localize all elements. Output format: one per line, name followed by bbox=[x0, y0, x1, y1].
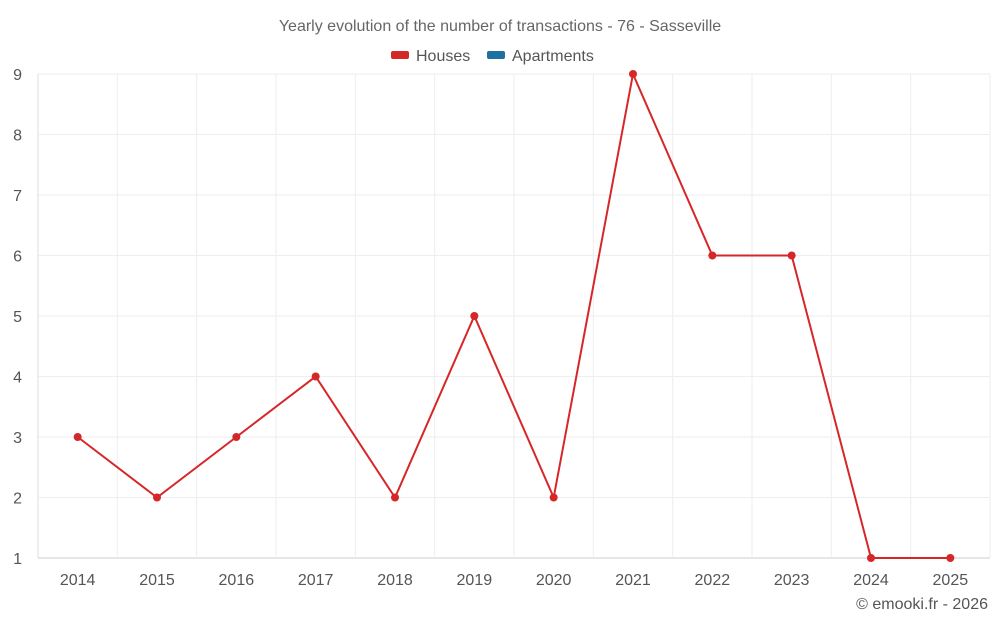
y-tick-label: 8 bbox=[13, 128, 22, 145]
data-point-houses-2020[interactable] bbox=[549, 493, 558, 502]
y-tick-label: 5 bbox=[13, 309, 22, 326]
x-tick-label: 2021 bbox=[615, 572, 651, 589]
x-tick-label: 2023 bbox=[774, 572, 810, 589]
y-tick-label: 4 bbox=[13, 370, 22, 387]
legend-swatch-apartments bbox=[487, 51, 505, 59]
y-tick-label: 9 bbox=[13, 67, 22, 84]
legend-item-apartments[interactable]: Apartments bbox=[487, 48, 594, 65]
x-tick-label: 2019 bbox=[457, 572, 493, 589]
chart-title: Yearly evolution of the number of transa… bbox=[279, 18, 721, 35]
data-point-houses-2024[interactable] bbox=[867, 554, 875, 562]
legend-swatch-houses bbox=[391, 51, 409, 59]
y-tick-label: 7 bbox=[13, 188, 22, 205]
data-point-houses-2022[interactable] bbox=[708, 251, 717, 260]
y-tick-label: 2 bbox=[13, 491, 22, 508]
legend-item-houses[interactable]: Houses bbox=[391, 48, 470, 65]
grid bbox=[37, 73, 991, 559]
data-point-houses-2025[interactable] bbox=[946, 554, 955, 562]
x-tick-label: 2020 bbox=[536, 572, 572, 589]
data-point-houses-2017[interactable] bbox=[311, 372, 320, 381]
x-tick-label: 2016 bbox=[219, 572, 255, 589]
data-point-houses-2016[interactable] bbox=[232, 433, 241, 441]
series-houses bbox=[73, 70, 955, 562]
data-point-houses-2019[interactable] bbox=[470, 312, 479, 320]
data-point-houses-2023[interactable] bbox=[787, 251, 796, 260]
series-line-houses bbox=[77, 70, 951, 559]
legend: Houses Apartments bbox=[391, 48, 594, 65]
x-tick-label: 2014 bbox=[60, 572, 96, 589]
x-tick-label: 2024 bbox=[853, 572, 889, 589]
data-point-houses-2014[interactable] bbox=[73, 433, 82, 441]
x-tick-label: 2015 bbox=[139, 572, 175, 589]
x-tick-label: 2018 bbox=[377, 572, 413, 589]
legend-label-houses: Houses bbox=[416, 48, 470, 65]
data-point-houses-2015[interactable] bbox=[153, 493, 161, 502]
legend-label-apartments: Apartments bbox=[512, 48, 594, 65]
data-point-houses-2021[interactable] bbox=[629, 70, 637, 78]
x-tick-label: 2025 bbox=[933, 572, 969, 589]
copyright-text: © emooki.fr - 2026 bbox=[856, 596, 988, 613]
y-axis: 1 2 3 4 5 6 7 8 9 bbox=[13, 67, 39, 568]
x-tick-label: 2022 bbox=[695, 572, 731, 589]
y-tick-label: 1 bbox=[13, 551, 22, 568]
data-point-houses-2018[interactable] bbox=[391, 493, 399, 502]
x-tick-label: 2017 bbox=[298, 572, 334, 589]
x-axis: 2014 2015 2016 2017 2018 2019 2020 2021 2022 2023… bbox=[60, 572, 968, 589]
y-tick-label: 6 bbox=[13, 249, 22, 266]
y-tick-label: 3 bbox=[13, 430, 22, 447]
